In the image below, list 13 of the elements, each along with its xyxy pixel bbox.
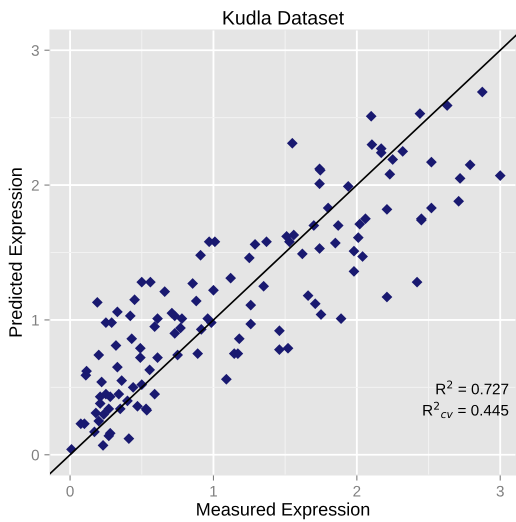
y-axis-title: Predicted Expression — [8, 168, 26, 336]
y-tick-label: 2 — [32, 180, 39, 191]
y-tick-label: 3 — [32, 45, 39, 56]
chart-title: Kudla Dataset — [224, 10, 344, 25]
x-tick-label: 1 — [210, 486, 217, 496]
annotation: R$^{2}$$_{cv}$ = 0.445 — [423, 402, 508, 418]
y-tick-label: 1 — [32, 314, 39, 326]
x-axis-title: Measured Expression — [197, 502, 370, 520]
annotation: R$^{2}$ = 0.727 — [436, 380, 508, 394]
y-tick-label: 0 — [32, 450, 39, 460]
x-tick-label: 0 — [66, 486, 74, 497]
x-tick-label: 3 — [496, 486, 504, 497]
x-tick-label: 2 — [353, 486, 360, 496]
